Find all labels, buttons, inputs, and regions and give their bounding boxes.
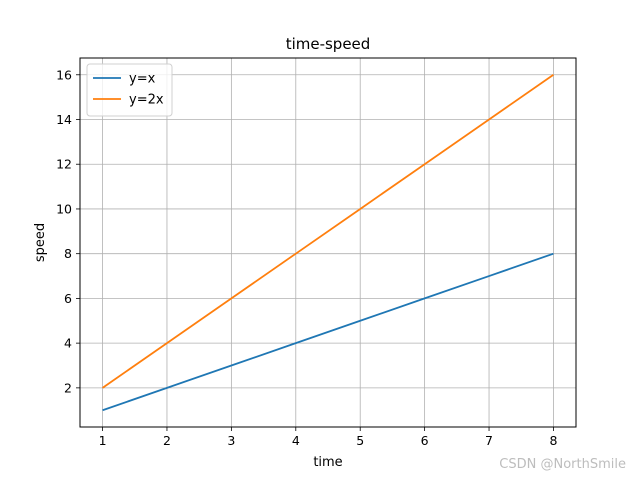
watermark: CSDN @NorthSmile	[499, 457, 626, 472]
x-tick-label: 4	[292, 433, 300, 448]
legend-label: y=2x	[129, 93, 164, 108]
legend-box	[86, 63, 173, 117]
y-tick-label: 14	[56, 112, 72, 127]
y-tick-label: 12	[56, 157, 72, 172]
x-tick-label: 3	[227, 433, 235, 448]
y-tick-label: 6	[64, 291, 72, 306]
series-lines	[102, 74, 554, 412]
y-tick-label: 4	[64, 336, 72, 351]
chart-title: time-speed	[286, 35, 371, 53]
x-tick-label: 8	[549, 433, 557, 448]
legend: y=x y=2x	[86, 63, 173, 117]
plot-frame	[79, 57, 577, 428]
x-axis-title: time	[313, 455, 342, 470]
x-tick-label: 5	[356, 433, 364, 448]
y-tick-label: 16	[56, 67, 72, 82]
y-tick-label: 8	[64, 246, 72, 261]
x-tick-label: 6	[421, 433, 429, 448]
y-tick-label: 10	[56, 201, 72, 216]
series-line-1	[102, 252, 554, 412]
grid	[80, 58, 576, 427]
x-tick-label: 7	[485, 433, 493, 448]
series-line-2	[102, 74, 554, 389]
x-tick-label: 2	[163, 433, 171, 448]
x-tick-label: 1	[99, 433, 107, 448]
legend-label: y=x	[129, 72, 156, 87]
y-tick-label: 2	[64, 380, 72, 395]
y-axis-title: speed	[33, 223, 48, 262]
